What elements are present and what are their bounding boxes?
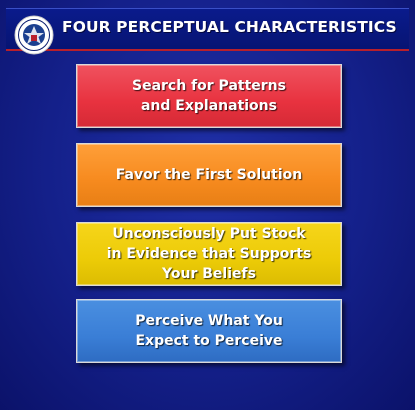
characteristic-box-patterns: Search for Patterns and Explanations <box>76 64 342 128</box>
characteristic-box-first-solution: Favor the First Solution <box>76 143 342 207</box>
characteristic-label: Perceive What You Expect to Perceive <box>135 313 283 349</box>
characteristic-box-perceive: Perceive What You Expect to Perceive <box>76 299 342 363</box>
characteristic-label: Unconsciously Put Stock in Evidence that… <box>106 226 312 282</box>
characteristic-label: Search for Patterns and Explanations <box>132 78 286 114</box>
dhs-seal-icon <box>14 15 54 55</box>
characteristic-label: Favor the First Solution <box>115 167 303 183</box>
page-title: FOUR PERCEPTUAL CHARACTERISTICS <box>62 18 397 36</box>
characteristic-box-evidence: Unconsciously Put Stock in Evidence that… <box>76 222 342 286</box>
title-bar: FOUR PERCEPTUAL CHARACTERISTICS <box>6 8 409 55</box>
